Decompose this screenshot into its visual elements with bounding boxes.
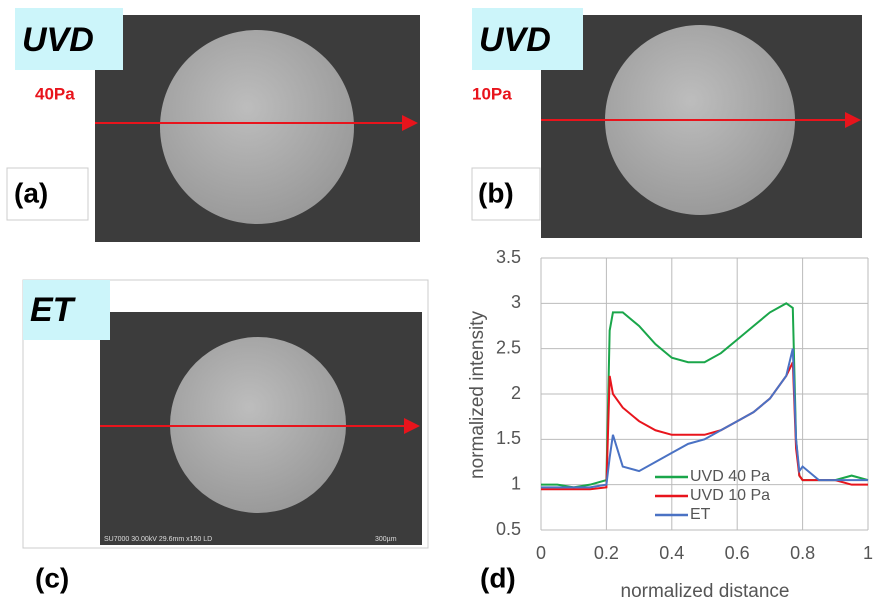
line bbox=[541, 348, 868, 489]
y-tick-label: 1 bbox=[511, 473, 521, 493]
legend-label: ET bbox=[690, 506, 711, 523]
sphere bbox=[160, 30, 354, 224]
x-tick-label: 0.4 bbox=[659, 543, 684, 563]
x-axis-label: normalized distance bbox=[621, 581, 790, 600]
tag-box bbox=[23, 280, 110, 340]
panel-label: (d) bbox=[480, 562, 516, 593]
tag-box bbox=[15, 8, 123, 70]
tag: ET bbox=[30, 291, 77, 329]
panel-a: UVD 40Pa (a) bbox=[6, 8, 420, 242]
legend-label: UVD 10 Pa bbox=[690, 487, 770, 504]
label-box bbox=[471, 167, 541, 221]
chart: (d) normalized distance normalized inten… bbox=[467, 247, 873, 600]
caption: SU7000 30.00kV 29.6mm x150 LD bbox=[104, 536, 212, 543]
tag: UVD bbox=[22, 21, 94, 59]
tag: UVD bbox=[479, 21, 551, 59]
panel-label: (b) bbox=[478, 177, 514, 208]
pressure: 10Pa bbox=[472, 84, 512, 103]
legend-label: UVD 40 Pa bbox=[690, 468, 770, 485]
panel-b: UVD 10Pa (b) bbox=[471, 8, 862, 238]
y-tick-label: 0.5 bbox=[496, 519, 521, 539]
panel-label: (a) bbox=[14, 177, 48, 208]
y-tick-label: 2.5 bbox=[496, 337, 521, 357]
x-tick-label: 0.8 bbox=[790, 543, 815, 563]
x-tick-label: 1 bbox=[863, 543, 873, 563]
tag-box bbox=[472, 8, 583, 70]
panel-c: ET SU7000 30.00kV 29.6mm x150 LD 300µm (… bbox=[22, 279, 429, 593]
y-tick-label: 3.5 bbox=[496, 247, 521, 267]
y-tick-label: 2 bbox=[511, 383, 521, 403]
label-box bbox=[6, 167, 89, 221]
x-tick-label: 0 bbox=[536, 543, 546, 563]
line bbox=[541, 302, 869, 489]
y-tick-label: 3 bbox=[511, 292, 521, 312]
x-tick-label: 0.6 bbox=[725, 543, 750, 563]
pressure: 40Pa bbox=[35, 84, 75, 103]
panel-label: (c) bbox=[35, 562, 69, 593]
line bbox=[541, 361, 868, 491]
y-tick-label: 1.5 bbox=[496, 428, 521, 448]
x-tick-label: 0.2 bbox=[594, 543, 619, 563]
scale: 300µm bbox=[375, 536, 397, 543]
y-axis-label: normalized intensity bbox=[467, 311, 488, 479]
